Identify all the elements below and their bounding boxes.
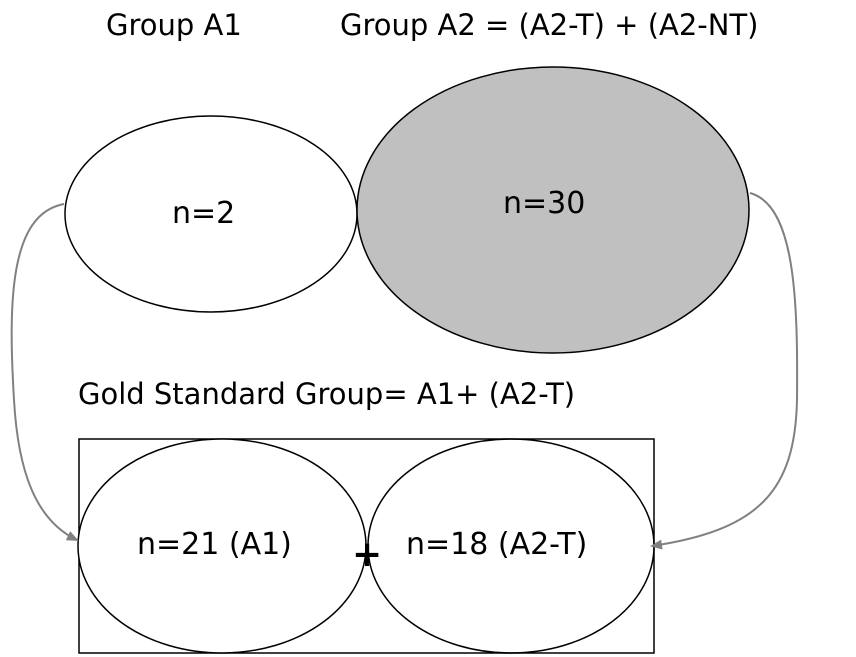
group-a1-label: Group A1 (106, 8, 242, 42)
group-a2-label: Group A2 = (A2-T) + (A2-NT) (340, 8, 759, 42)
group-a2-count: n=30 (503, 186, 586, 221)
group-a2-ellipse (356, 66, 750, 354)
gold-standard-label: Gold Standard Group= A1+ (A2-T) (78, 377, 576, 411)
gold-a1-count: n=21 (A1) (137, 527, 292, 562)
gold-a2t-count: n=18 (A2-T) (406, 527, 588, 562)
plus-sign: + (352, 534, 383, 575)
arrow-a1-to-gold (10, 203, 79, 541)
group-a1-count: n=2 (172, 196, 236, 231)
arrow-a2-to-gold (650, 192, 799, 550)
gold-a1-ellipse (77, 438, 367, 654)
